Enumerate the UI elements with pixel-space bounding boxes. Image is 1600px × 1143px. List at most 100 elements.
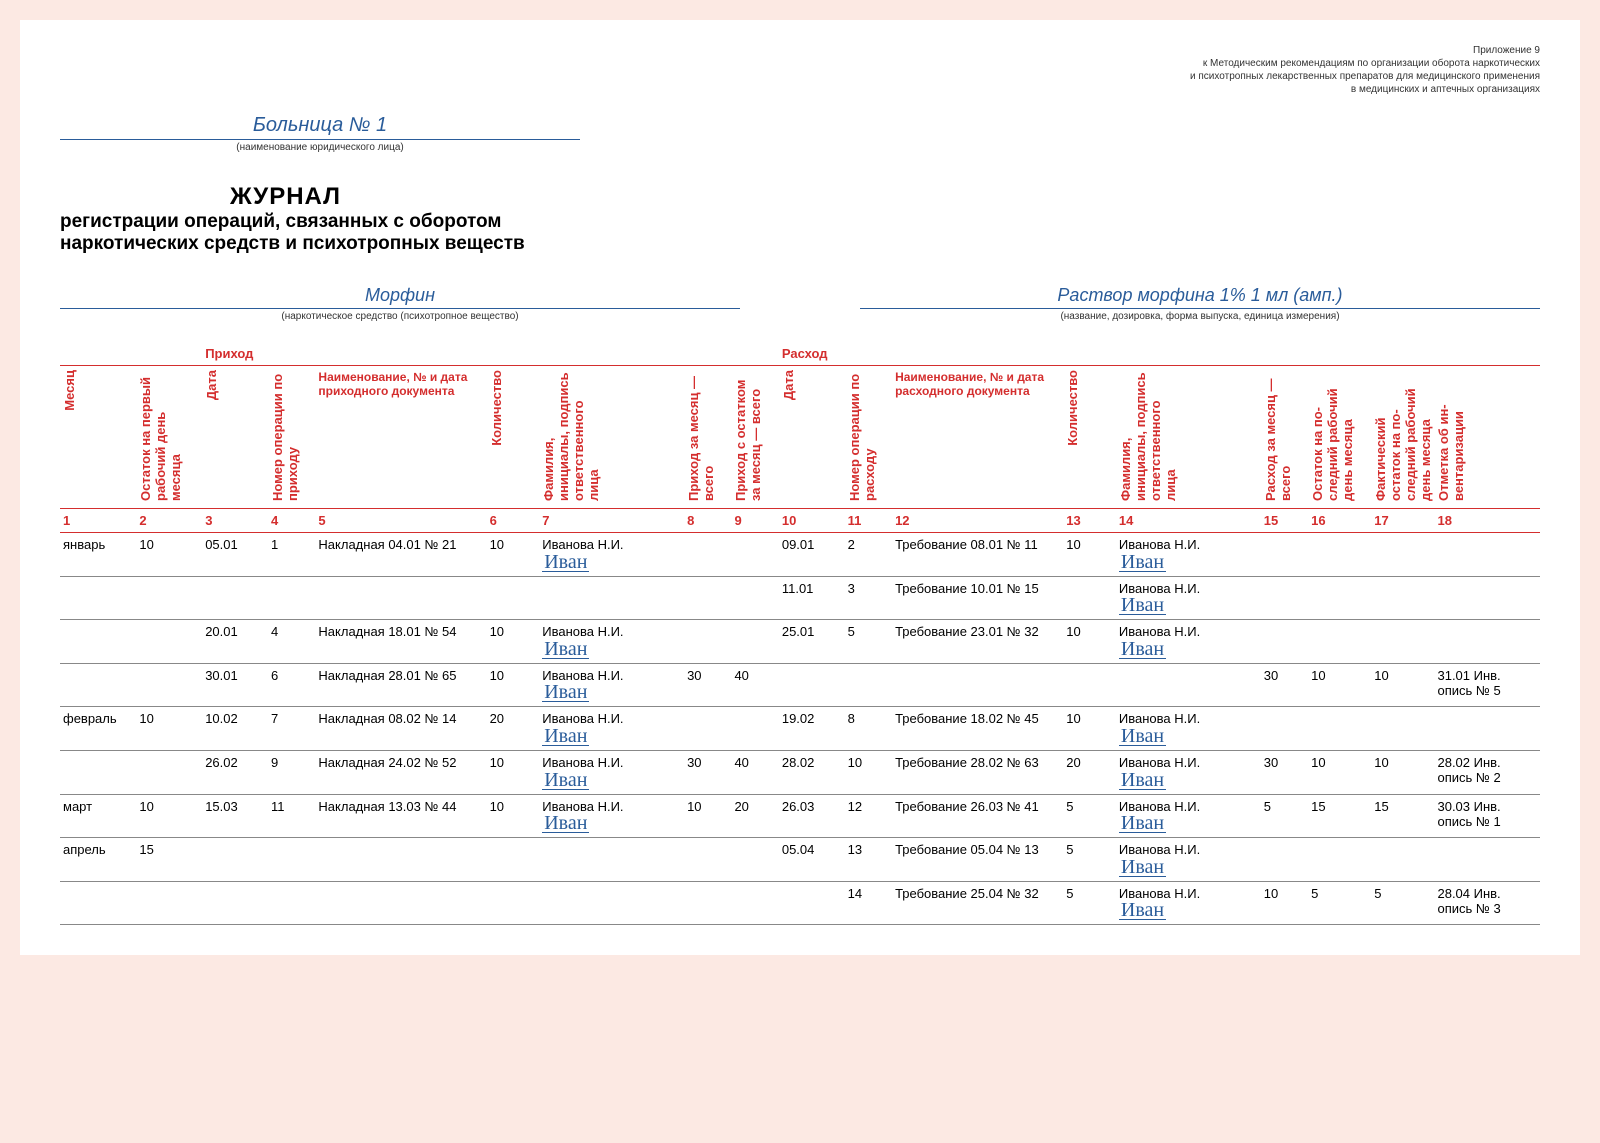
cell-c16 (1308, 576, 1371, 620)
cell-c2 (136, 576, 202, 620)
col-num-11: 11 (845, 509, 892, 533)
cell-c3: 30.01 (202, 663, 268, 707)
cell-c7 (539, 881, 684, 925)
cell-c18 (1434, 620, 1540, 664)
cell-c9 (731, 707, 778, 751)
col-num-8: 8 (684, 509, 731, 533)
cell-c12: Требование 25.04 № 32 (892, 881, 1063, 925)
cell-c10: 05.04 (779, 838, 845, 882)
form-name: Раствор морфина 1% 1 мл (амп.) (860, 285, 1540, 309)
cell-c6: 10 (487, 794, 540, 838)
cell-c6 (487, 881, 540, 925)
cell-c13 (1063, 576, 1116, 620)
cell-c2: 15 (136, 838, 202, 882)
cell-c3 (202, 576, 268, 620)
cell-c1: март (60, 794, 136, 838)
cell-c3 (202, 838, 268, 882)
col-num-18: 18 (1434, 509, 1540, 533)
cell-c13: 5 (1063, 881, 1116, 925)
cell-c10: 26.03 (779, 794, 845, 838)
cell-c8 (684, 881, 731, 925)
signature: Иван (1119, 596, 1166, 615)
title-line2: регистрации операций, связанных с оборот… (60, 211, 1540, 233)
cell-c17 (1371, 707, 1434, 751)
cell-c13 (1063, 663, 1116, 707)
cell-c17 (1371, 838, 1434, 882)
column-number-row: 123456789101112131415161718 (60, 509, 1540, 533)
cell-c4: 9 (268, 750, 315, 794)
table-row: 26.029Накладная 24.02 № 5210Иванова Н.И.… (60, 750, 1540, 794)
col-header-16: Остаток на по­следний рабо­чий день меся… (1308, 366, 1371, 509)
col-header-18: Отметка об ин­вентаризации (1434, 366, 1540, 509)
cell-c7: Иванова Н.И.Иван (539, 794, 684, 838)
group-out: Расход (779, 342, 1261, 366)
journal-table: Приход Расход МесяцОстаток на первый раб… (60, 342, 1540, 925)
cell-c1: февраль (60, 707, 136, 751)
cell-c9 (731, 838, 778, 882)
cell-c16: 10 (1308, 750, 1371, 794)
cell-c18: 31.01 Инв. опись № 5 (1434, 663, 1540, 707)
cell-c14: Иванова Н.И.Иван (1116, 838, 1261, 882)
col-header-13: Количество (1063, 366, 1116, 509)
col-num-5: 5 (315, 509, 486, 533)
hospital-name: Больница № 1 (60, 114, 580, 140)
cell-c4 (268, 838, 315, 882)
cell-c18 (1434, 576, 1540, 620)
cell-c7: Иванова Н.И.Иван (539, 750, 684, 794)
cell-c2: 10 (136, 707, 202, 751)
responsible-cell: Иванова Н.И.Иван (1119, 842, 1258, 877)
cell-c15: 5 (1261, 794, 1308, 838)
cell-c7: Иванова Н.И.Иван (539, 620, 684, 664)
cell-c1 (60, 576, 136, 620)
signature: Иван (1119, 901, 1166, 920)
cell-c17: 5 (1371, 881, 1434, 925)
col-header-1: Месяц (60, 366, 136, 509)
cell-c13: 5 (1063, 794, 1116, 838)
cell-c10: 11.01 (779, 576, 845, 620)
cell-c3: 05.01 (202, 533, 268, 577)
cell-c6: 10 (487, 750, 540, 794)
cell-c10 (779, 663, 845, 707)
appendix-note: Приложение 9 к Методическим рекомендация… (60, 44, 1540, 96)
cell-c17: 10 (1371, 750, 1434, 794)
cell-c4: 11 (268, 794, 315, 838)
cell-c12 (892, 663, 1063, 707)
journal-title: ЖУРНАЛ регистрации операций, связанных с… (60, 183, 1540, 255)
group-header-row: Приход Расход (60, 342, 1540, 366)
cell-c11: 8 (845, 707, 892, 751)
cell-c12: Требование 28.02 № 63 (892, 750, 1063, 794)
column-header-row: МесяцОстаток на первый рабочий день меся… (60, 366, 1540, 509)
cell-c1: январь (60, 533, 136, 577)
col-num-2: 2 (136, 509, 202, 533)
cell-c1 (60, 881, 136, 925)
table-row: апрель1505.0413Требование 05.04 № 135Ива… (60, 838, 1540, 882)
col-header-2: Остаток на первый рабочий день месяца (136, 366, 202, 509)
cell-c7: Иванова Н.И.Иван (539, 707, 684, 751)
col-num-17: 17 (1371, 509, 1434, 533)
appendix-l4: в медицинских и аптечных организациях (60, 83, 1540, 96)
cell-c13: 5 (1063, 838, 1116, 882)
appendix-l3: и психотропных лекарственных препаратов … (60, 70, 1540, 83)
cell-c11: 10 (845, 750, 892, 794)
cell-c8 (684, 838, 731, 882)
signer-name: Иванова Н.И. (1119, 842, 1200, 857)
cell-c12: Требование 18.02 № 45 (892, 707, 1063, 751)
signature: Иван (1119, 727, 1166, 746)
col-header-5: Наименование, № и дата приходного докуме… (315, 366, 486, 509)
cell-c5: Накладная 18.01 № 54 (315, 620, 486, 664)
cell-c11: 5 (845, 620, 892, 664)
cell-c14: Иванова Н.И.Иван (1116, 620, 1261, 664)
cell-c16 (1308, 707, 1371, 751)
cell-c6: 10 (487, 663, 540, 707)
cell-c11: 12 (845, 794, 892, 838)
cell-c18 (1434, 533, 1540, 577)
responsible-cell: Иванова Н.И.Иван (542, 711, 681, 746)
cell-c13: 20 (1063, 750, 1116, 794)
cell-c9 (731, 881, 778, 925)
cell-c5 (315, 881, 486, 925)
cell-c17: 15 (1371, 794, 1434, 838)
responsible-cell: Иванова Н.И.Иван (1119, 755, 1258, 790)
cell-c14 (1116, 663, 1261, 707)
signature: Иван (1119, 814, 1166, 833)
signature: Иван (542, 814, 589, 833)
